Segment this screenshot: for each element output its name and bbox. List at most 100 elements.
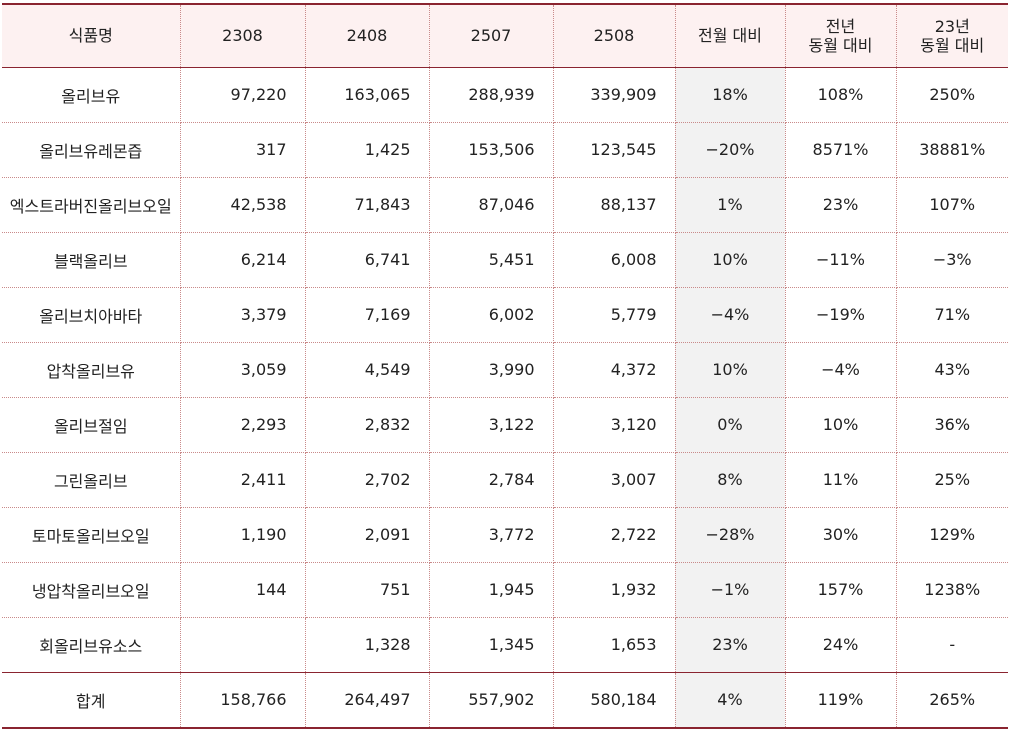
value-2508-cell: 88,137 [553,177,676,233]
value-2508-cell: 580,184 [553,671,676,729]
yoy-change-cell: 119% [785,671,897,729]
header-2508: 2508 [553,3,676,68]
value-2507-cell: 87,046 [429,177,554,233]
vs-23-change-cell: 129% [896,507,1008,563]
yoy-change-cell: 10% [785,397,897,453]
food-name-cell: 올리브치아바타 [2,287,181,343]
value-2408-cell: 4,549 [305,342,430,398]
value-2308-cell: 158,766 [180,671,306,729]
header-2408: 2408 [305,3,430,68]
food-name-cell: 합계 [2,671,181,729]
value-2507-cell: 6,002 [429,287,554,343]
mom-change-cell: −4% [675,287,786,343]
vs-23-change-cell: 71% [896,287,1008,343]
value-2508-cell: 1,653 [553,617,676,673]
olive-products-table: 식품명 2308 2408 2507 2508 전월 대비 전년 동월 대비 2… [2,3,1008,729]
header-vs-23: 23년 동월 대비 [896,3,1008,68]
food-name-cell: 엑스트라버진올리브오일 [2,177,181,233]
value-2308-cell: 2,411 [180,452,306,508]
value-2308-cell: 42,538 [180,177,306,233]
food-name-cell: 압착올리브유 [2,342,181,398]
value-2508-cell: 4,372 [553,342,676,398]
mom-change-cell: 1% [675,177,786,233]
value-2508-cell: 6,008 [553,232,676,288]
value-2308-cell: 6,214 [180,232,306,288]
food-name-cell: 올리브유 [2,67,181,123]
value-2308-cell: 2,293 [180,397,306,453]
value-2508-cell: 3,007 [553,452,676,508]
value-2308-cell [180,617,306,673]
table-row: 올리브유 97,220 163,065 288,939 339,909 18% 108% 25… [2,67,1008,123]
yoy-change-cell: 108% [785,67,897,123]
header-food-name: 식품명 [2,3,181,68]
value-2508-cell: 3,120 [553,397,676,453]
value-2408-cell: 7,169 [305,287,430,343]
table-body: 올리브유 97,220 163,065 288,939 339,909 18% 108% 25… [2,67,1008,729]
header-yoy: 전년 동월 대비 [785,3,897,68]
mom-change-cell: 23% [675,617,786,673]
value-2408-cell: 2,702 [305,452,430,508]
vs-23-change-cell: 38881% [896,122,1008,178]
vs-23-change-cell: 265% [896,671,1008,729]
food-name-cell: 블랙올리브 [2,232,181,288]
vs-23-change-cell: - [896,617,1008,673]
table-row: 회올리브유소스 1,328 1,345 1,653 23% 24% - [2,617,1008,673]
value-2507-cell: 153,506 [429,122,554,178]
value-2507-cell: 1,945 [429,562,554,618]
yoy-change-cell: −19% [785,287,897,343]
yoy-change-cell: −11% [785,232,897,288]
value-2507-cell: 3,122 [429,397,554,453]
table-row: 그린올리브 2,411 2,702 2,784 3,007 8% 11% 25% [2,452,1008,508]
value-2408-cell: 71,843 [305,177,430,233]
yoy-change-cell: 11% [785,452,897,508]
value-2508-cell: 2,722 [553,507,676,563]
value-2507-cell: 557,902 [429,671,554,729]
vs-23-change-cell: −3% [896,232,1008,288]
vs-23-change-cell: 43% [896,342,1008,398]
yoy-change-cell: −4% [785,342,897,398]
vs-23-change-cell: 1238% [896,562,1008,618]
food-name-cell: 그린올리브 [2,452,181,508]
vs-23-change-cell: 25% [896,452,1008,508]
value-2308-cell: 3,059 [180,342,306,398]
value-2508-cell: 5,779 [553,287,676,343]
value-2308-cell: 1,190 [180,507,306,563]
vs-23-change-cell: 36% [896,397,1008,453]
food-name-cell: 토마토올리브오일 [2,507,181,563]
total-row: 합계 158,766 264,497 557,902 580,184 4% 119% 265% [2,671,1008,729]
value-2408-cell: 6,741 [305,232,430,288]
mom-change-cell: −1% [675,562,786,618]
yoy-change-cell: 8571% [785,122,897,178]
value-2507-cell: 3,772 [429,507,554,563]
value-2408-cell: 264,497 [305,671,430,729]
value-2308-cell: 97,220 [180,67,306,123]
mom-change-cell: 10% [675,342,786,398]
table-row: 올리브절임 2,293 2,832 3,122 3,120 0% 10% 36% [2,397,1008,453]
vs-23-change-cell: 107% [896,177,1008,233]
value-2507-cell: 3,990 [429,342,554,398]
mom-change-cell: 18% [675,67,786,123]
value-2408-cell: 163,065 [305,67,430,123]
value-2508-cell: 123,545 [553,122,676,178]
yoy-change-cell: 157% [785,562,897,618]
mom-change-cell: 0% [675,397,786,453]
food-name-cell: 올리브절임 [2,397,181,453]
value-2408-cell: 1,425 [305,122,430,178]
table-row: 블랙올리브 6,214 6,741 5,451 6,008 10% −11% −3% [2,232,1008,288]
value-2507-cell: 1,345 [429,617,554,673]
header-2507: 2507 [429,3,554,68]
food-name-cell: 올리브유레몬즙 [2,122,181,178]
table-row: 올리브유레몬즙 317 1,425 153,506 123,545 −20% 8571% 38… [2,122,1008,178]
yoy-change-cell: 30% [785,507,897,563]
value-2508-cell: 339,909 [553,67,676,123]
value-2408-cell: 751 [305,562,430,618]
value-2308-cell: 317 [180,122,306,178]
food-name-cell: 냉압착올리브오일 [2,562,181,618]
header-row: 식품명 2308 2408 2507 2508 전월 대비 전년 동월 대비 2… [2,3,1008,68]
header-2308: 2308 [180,3,306,68]
table-row: 토마토올리브오일 1,190 2,091 3,772 2,722 −28% 30% 129% [2,507,1008,563]
table-row: 올리브치아바타 3,379 7,169 6,002 5,779 −4% −19% 71% [2,287,1008,343]
value-2507-cell: 288,939 [429,67,554,123]
mom-change-cell: −20% [675,122,786,178]
vs-23-change-cell: 250% [896,67,1008,123]
